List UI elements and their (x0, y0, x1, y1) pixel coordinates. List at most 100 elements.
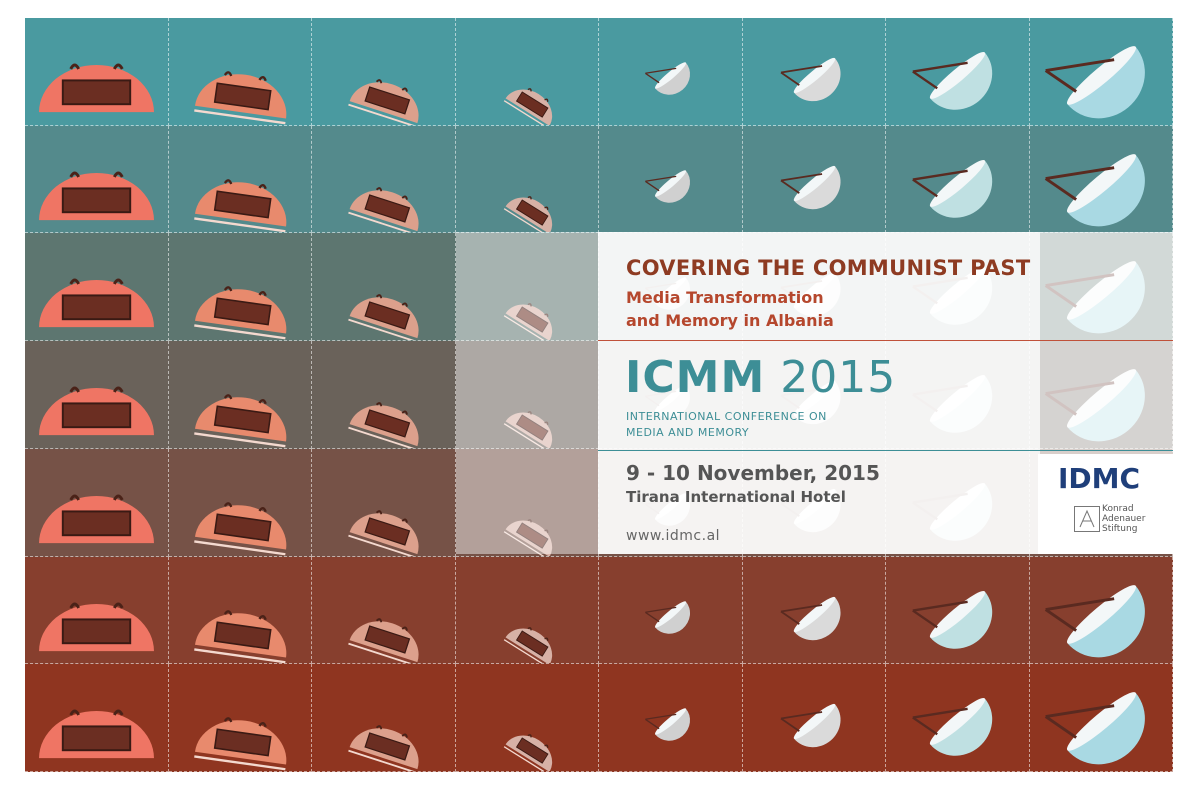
tile (1029, 18, 1173, 126)
satellite-dish-icon (912, 159, 993, 218)
tile (25, 556, 169, 665)
satellite-dish-icon (644, 708, 690, 741)
satellite-dish-icon (1044, 692, 1145, 765)
bunker-icon (503, 303, 552, 341)
tile (312, 233, 456, 342)
tile (168, 664, 312, 772)
tile (25, 341, 169, 449)
tile (25, 233, 169, 342)
bunker-icon (193, 71, 286, 125)
satellite-dish-icon (644, 62, 690, 95)
bunker-icon (348, 510, 419, 556)
bunker-icon (503, 626, 552, 664)
satellite-dish-icon (644, 600, 690, 634)
satellite-dish-icon (779, 704, 841, 748)
tile (168, 556, 312, 665)
tile (886, 664, 1030, 772)
bunker-icon (503, 411, 552, 448)
bunker-icon (193, 609, 286, 663)
kas-line-3: Stiftung (1102, 524, 1138, 534)
bunker-icon (503, 195, 552, 233)
tile (168, 448, 312, 557)
tile (25, 18, 169, 126)
bunker-icon (39, 278, 154, 328)
tile (455, 664, 599, 772)
satellite-dish-icon (644, 169, 690, 203)
poster-subtitle-line-1: Media Transformation (626, 288, 824, 307)
tile-grid (25, 18, 1173, 772)
tile (1029, 664, 1173, 772)
bunker-icon (348, 186, 419, 233)
info-panel: COVERING THE COMMUNIST PAST Media Transf… (456, 232, 1173, 554)
tile (742, 664, 886, 772)
tile (599, 18, 743, 126)
bunker-icon (193, 178, 286, 233)
idmc-logo: IDMC (1058, 462, 1140, 495)
bunker-icon (39, 171, 154, 220)
conference-line-1: INTERNATIONAL CONFERENCE ON (626, 410, 827, 423)
bunker-icon (503, 734, 552, 771)
tile (168, 18, 312, 126)
tile (312, 18, 456, 126)
bunker-icon (503, 88, 552, 125)
kas-line-1: Konrad (1102, 504, 1134, 514)
panel-fade-left (456, 232, 598, 554)
tile (455, 448, 599, 557)
bunker-icon (348, 725, 419, 771)
bunker-icon (193, 394, 286, 448)
conference-line-2: MEDIA AND MEMORY (626, 426, 750, 439)
kas-logo-text: Konrad Adenauer Stiftung (1102, 504, 1145, 534)
tile (1029, 556, 1173, 665)
bunker-icon (348, 617, 419, 664)
satellite-dish-icon (779, 57, 841, 102)
poster-subtitle-line-2: and Memory in Albania (626, 311, 834, 330)
tile (312, 125, 456, 234)
satellite-dish-icon (1044, 584, 1145, 657)
sponsor-logos: IDMC Konrad Adenauer Stiftung (1038, 454, 1173, 554)
bunker-icon (348, 79, 419, 125)
tile (742, 18, 886, 126)
bunker-icon (193, 502, 286, 556)
tile (455, 18, 599, 126)
tile (312, 664, 456, 772)
tile (168, 341, 312, 449)
tile (168, 125, 312, 234)
satellite-dish-icon (912, 52, 993, 110)
bunker-icon (39, 494, 154, 543)
bunker-icon (39, 709, 154, 759)
tile (599, 125, 743, 234)
tile (455, 341, 599, 449)
tile (25, 448, 169, 557)
bunker-icon (193, 286, 286, 340)
event-name: ICMM 2015 (625, 352, 896, 403)
satellite-dish-icon (1044, 153, 1145, 227)
tile (886, 125, 1030, 234)
tile (25, 125, 169, 234)
tile (1029, 125, 1173, 234)
divider-red (598, 340, 1173, 341)
tile (455, 556, 599, 665)
tile (312, 448, 456, 557)
tile (599, 664, 743, 772)
tile (742, 556, 886, 665)
tile (168, 233, 312, 342)
bunker-icon (348, 402, 419, 448)
tile (312, 556, 456, 665)
kas-line-2: Adenauer (1102, 514, 1146, 524)
bunker-icon (503, 518, 552, 556)
panel-background (598, 232, 1040, 554)
bunker-icon (39, 386, 154, 436)
satellite-dish-icon (779, 165, 841, 209)
event-venue: Tirana International Hotel (626, 488, 846, 506)
website-link[interactable]: www.idmc.al (626, 528, 721, 544)
kas-logo-icon (1074, 506, 1100, 532)
satellite-dish-icon (1044, 46, 1145, 119)
tile (886, 556, 1030, 665)
event-dates: 9 - 10 November, 2015 (626, 461, 880, 485)
tile (312, 341, 456, 449)
tile (455, 125, 599, 234)
event-acronym: ICMM (625, 352, 766, 403)
satellite-dish-icon (912, 590, 993, 649)
tile (599, 556, 743, 665)
bunker-icon (39, 602, 154, 651)
